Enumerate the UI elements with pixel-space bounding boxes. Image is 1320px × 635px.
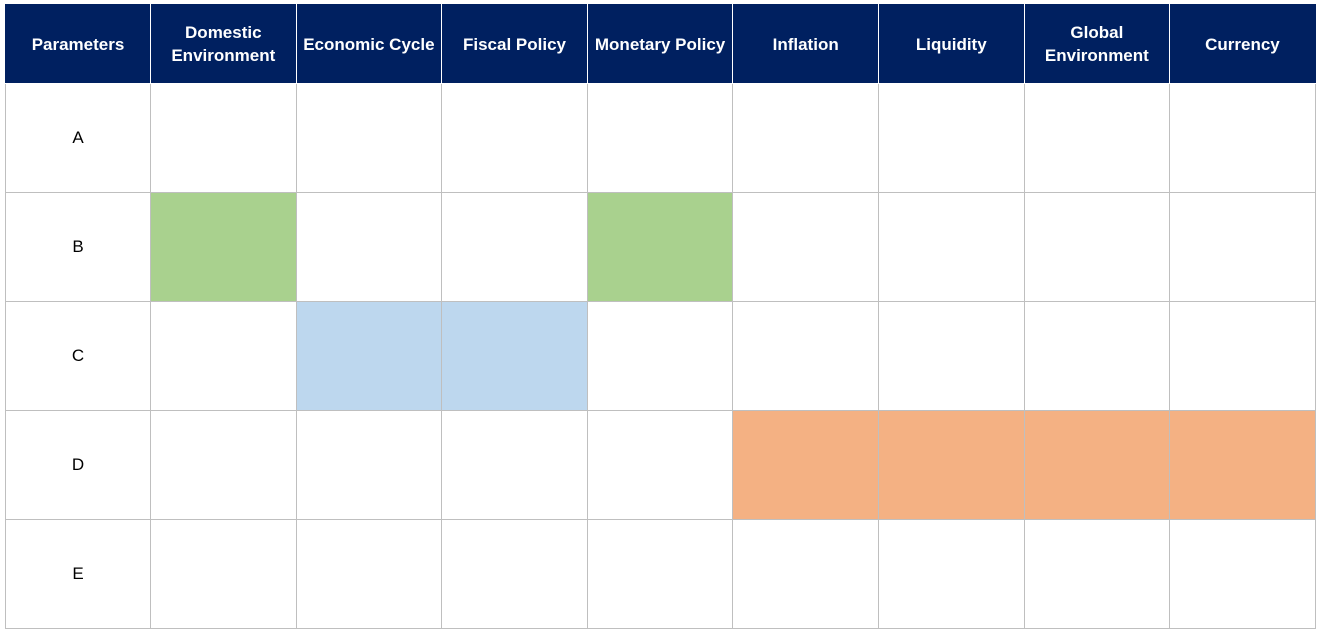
table-cell[interactable]	[877, 301, 1025, 411]
table-cell[interactable]	[295, 410, 443, 520]
table-cell[interactable]	[1169, 301, 1316, 411]
highlighted-cell[interactable]	[877, 410, 1025, 520]
table-cell[interactable]	[1023, 83, 1171, 193]
table-cell[interactable]	[1169, 519, 1316, 629]
table-cell[interactable]	[150, 83, 297, 193]
table-cell[interactable]	[732, 83, 879, 193]
table-row: D	[5, 410, 1316, 520]
table-cell[interactable]	[150, 410, 297, 520]
row-label: D	[5, 410, 151, 520]
table-cell[interactable]	[150, 301, 297, 411]
highlighted-cell[interactable]	[150, 192, 297, 302]
highlighted-cell[interactable]	[732, 410, 879, 520]
header-monetary-policy: Monetary Policy	[586, 4, 734, 84]
table-cell[interactable]	[295, 519, 443, 629]
table-cell[interactable]	[441, 519, 588, 629]
table-row: E	[5, 519, 1316, 629]
header-global-environment: Global Environment	[1023, 4, 1171, 84]
highlighted-cell[interactable]	[441, 301, 588, 411]
table-row: C	[5, 301, 1316, 411]
table-row: B	[5, 192, 1316, 302]
table-cell[interactable]	[586, 519, 734, 629]
row-label: E	[5, 519, 151, 629]
header-currency: Currency	[1169, 4, 1316, 84]
table-cell[interactable]	[586, 83, 734, 193]
table-row: A	[5, 83, 1316, 193]
table-cell[interactable]	[732, 519, 879, 629]
table-cell[interactable]	[150, 519, 297, 629]
row-label: C	[5, 301, 151, 411]
table-cell[interactable]	[1023, 519, 1171, 629]
header-parameters: Parameters	[5, 4, 151, 84]
table-cell[interactable]	[586, 410, 734, 520]
row-label: A	[5, 83, 151, 193]
table-cell[interactable]	[441, 192, 588, 302]
header-row: Parameters Domestic Environment Economic…	[5, 4, 1316, 84]
header-domestic-environment: Domestic Environment	[150, 4, 297, 84]
highlighted-cell[interactable]	[1023, 410, 1171, 520]
parameters-table: Parameters Domestic Environment Economic…	[5, 4, 1316, 629]
table-cell[interactable]	[295, 83, 443, 193]
header-inflation: Inflation	[732, 4, 879, 84]
highlighted-cell[interactable]	[586, 192, 734, 302]
table-cell[interactable]	[1169, 192, 1316, 302]
table-cell[interactable]	[877, 83, 1025, 193]
table-cell[interactable]	[877, 519, 1025, 629]
table-cell[interactable]	[1023, 192, 1171, 302]
highlighted-cell[interactable]	[295, 301, 443, 411]
header-liquidity: Liquidity	[877, 4, 1025, 84]
table-cell[interactable]	[1169, 83, 1316, 193]
parameters-grid-wrapper: Parameters Domestic Environment Economic…	[5, 4, 1316, 629]
header-fiscal-policy: Fiscal Policy	[441, 4, 588, 84]
table-cell[interactable]	[732, 301, 879, 411]
table-cell[interactable]	[295, 192, 443, 302]
header-economic-cycle: Economic Cycle	[295, 4, 443, 84]
table-cell[interactable]	[1023, 301, 1171, 411]
table-cell[interactable]	[732, 192, 879, 302]
row-label: B	[5, 192, 151, 302]
table-cell[interactable]	[586, 301, 734, 411]
table-cell[interactable]	[441, 410, 588, 520]
table-cell[interactable]	[877, 192, 1025, 302]
highlighted-cell[interactable]	[1169, 410, 1316, 520]
table-cell[interactable]	[441, 83, 588, 193]
